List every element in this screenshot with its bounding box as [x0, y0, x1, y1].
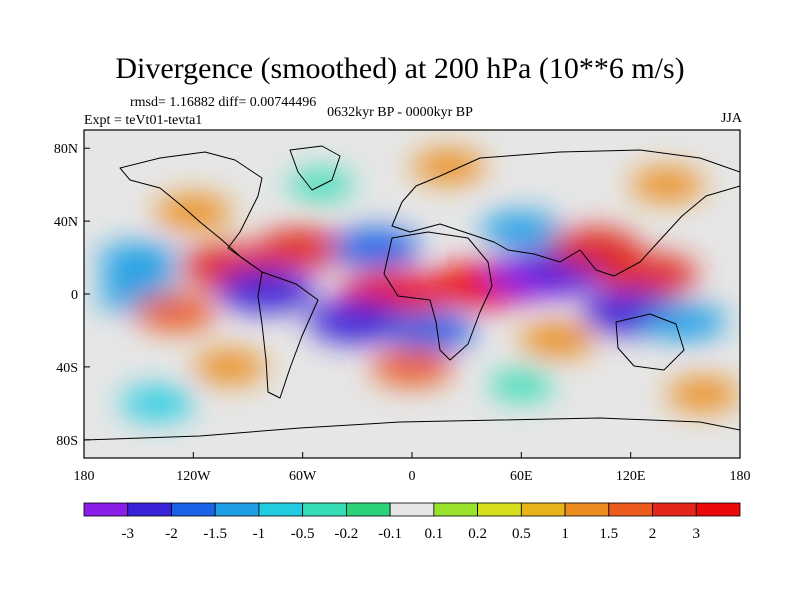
colorbar-swatch-1 [127, 502, 172, 517]
x-tick-label-4: 60E [510, 469, 533, 484]
colorbar-swatch-6 [345, 502, 391, 517]
field-feature-23 [120, 386, 194, 421]
coastline-south-america [257, 271, 319, 399]
colorbar-label-6: -0.1 [378, 526, 402, 542]
coastline-north-america [119, 151, 263, 273]
y-tick-label-0: 80N [54, 142, 78, 157]
colorbar-swatch-12 [608, 502, 653, 517]
y-tick-label-3: 40S [56, 361, 78, 376]
colorbar-swatch-4 [258, 502, 304, 517]
colorbar-label-4: -0.5 [291, 526, 315, 542]
coastline-africa [383, 231, 493, 361]
colorbar-label-8: 0.2 [468, 526, 487, 542]
experiment-label: Expt = teVt01-tevta1 [84, 113, 203, 128]
colorbar-label-5: -0.2 [335, 526, 359, 542]
field-feature-5 [216, 268, 316, 313]
y-tick-label-4: 80S [56, 434, 78, 449]
colorbar-swatch-10 [520, 502, 566, 517]
colorbar-label-11: 1.5 [599, 526, 618, 542]
field-feature-10 [384, 309, 476, 352]
coastline-australia [615, 313, 685, 371]
colorbar-swatch-3 [214, 502, 260, 517]
colorbar-label-2: -1.5 [203, 526, 227, 542]
field-feature-26 [288, 169, 354, 201]
field-feature-20 [371, 347, 453, 386]
colorbar-label-12: 2 [649, 526, 657, 542]
colorbar-swatch-7 [389, 502, 435, 517]
field-feature-0 [154, 194, 232, 230]
y-tick-label-2: 0 [71, 288, 78, 303]
coastline-greenland [289, 145, 341, 191]
stats-label: rmsd= 1.16882 diff= 0.00744496 [130, 95, 317, 110]
x-tick-label-5: 120E [616, 469, 646, 484]
colorbar-label-0: -3 [121, 526, 134, 542]
x-axis-ticks: 180 120W 60W 0 60E 120E 180 [74, 452, 751, 484]
colorbar-swatch-14 [695, 502, 741, 517]
coastline-eurasia [391, 149, 740, 277]
field-feature-16 [599, 253, 699, 299]
field-feature-4 [134, 293, 217, 332]
y-tick-label-1: 40N [54, 215, 78, 230]
field-feature-18 [644, 302, 727, 341]
field-feature-2 [97, 242, 180, 281]
colorbar: -3 -2 -1.5 -1 -0.5 -0.2 -0.1 0.1 0.2 0.5 1 1.5 2 3 [83, 502, 741, 542]
field-feature-22 [488, 369, 554, 401]
field-feature-25 [630, 167, 704, 203]
colorbar-swatch-9 [477, 502, 522, 517]
colorbar-label-3: -1 [253, 526, 266, 542]
colorbar-swatch-11 [564, 502, 610, 517]
coastline-antarctica [84, 417, 740, 441]
field-feature-27 [411, 149, 486, 184]
x-tick-label-2: 60W [289, 469, 317, 484]
colorbar-label-1: -2 [165, 526, 178, 542]
colorbar-swatch-13 [652, 502, 697, 517]
colorbar-label-9: 0.5 [512, 526, 531, 542]
coastlines [84, 145, 740, 441]
colorbar-swatch-0 [83, 502, 129, 517]
map-area [84, 130, 740, 458]
colorbar-swatch-2 [171, 502, 216, 517]
field-feature-19 [519, 321, 597, 358]
x-tick-label-3: 0 [409, 469, 416, 484]
colorbar-label-10: 1 [561, 526, 569, 542]
field-feature-7 [330, 227, 421, 270]
colorbar-swatch-8 [433, 502, 479, 517]
field-feature-6 [257, 227, 348, 270]
field-feature-9 [307, 299, 408, 344]
x-tick-label-0: 180 [74, 469, 95, 484]
divergence-field [97, 149, 740, 421]
colorbar-label-7: 0.1 [424, 526, 443, 542]
field-feature-21 [193, 349, 267, 385]
field-feature-24 [666, 376, 740, 412]
x-tick-label-6: 180 [730, 469, 751, 484]
season-label: JJA [720, 111, 742, 126]
field-feature-14 [480, 211, 563, 250]
colorbar-swatch-5 [302, 502, 347, 517]
chart-title: Divergence (smoothed) at 200 hPa (10**6 … [115, 52, 685, 85]
x-tick-label-1: 120W [176, 469, 211, 484]
period-label: 0632kyr BP - 0000kyr BP [327, 105, 473, 120]
y-axis-ticks: 80N 40N 0 40S 80S [54, 142, 90, 449]
colorbar-label-13: 3 [693, 526, 701, 542]
